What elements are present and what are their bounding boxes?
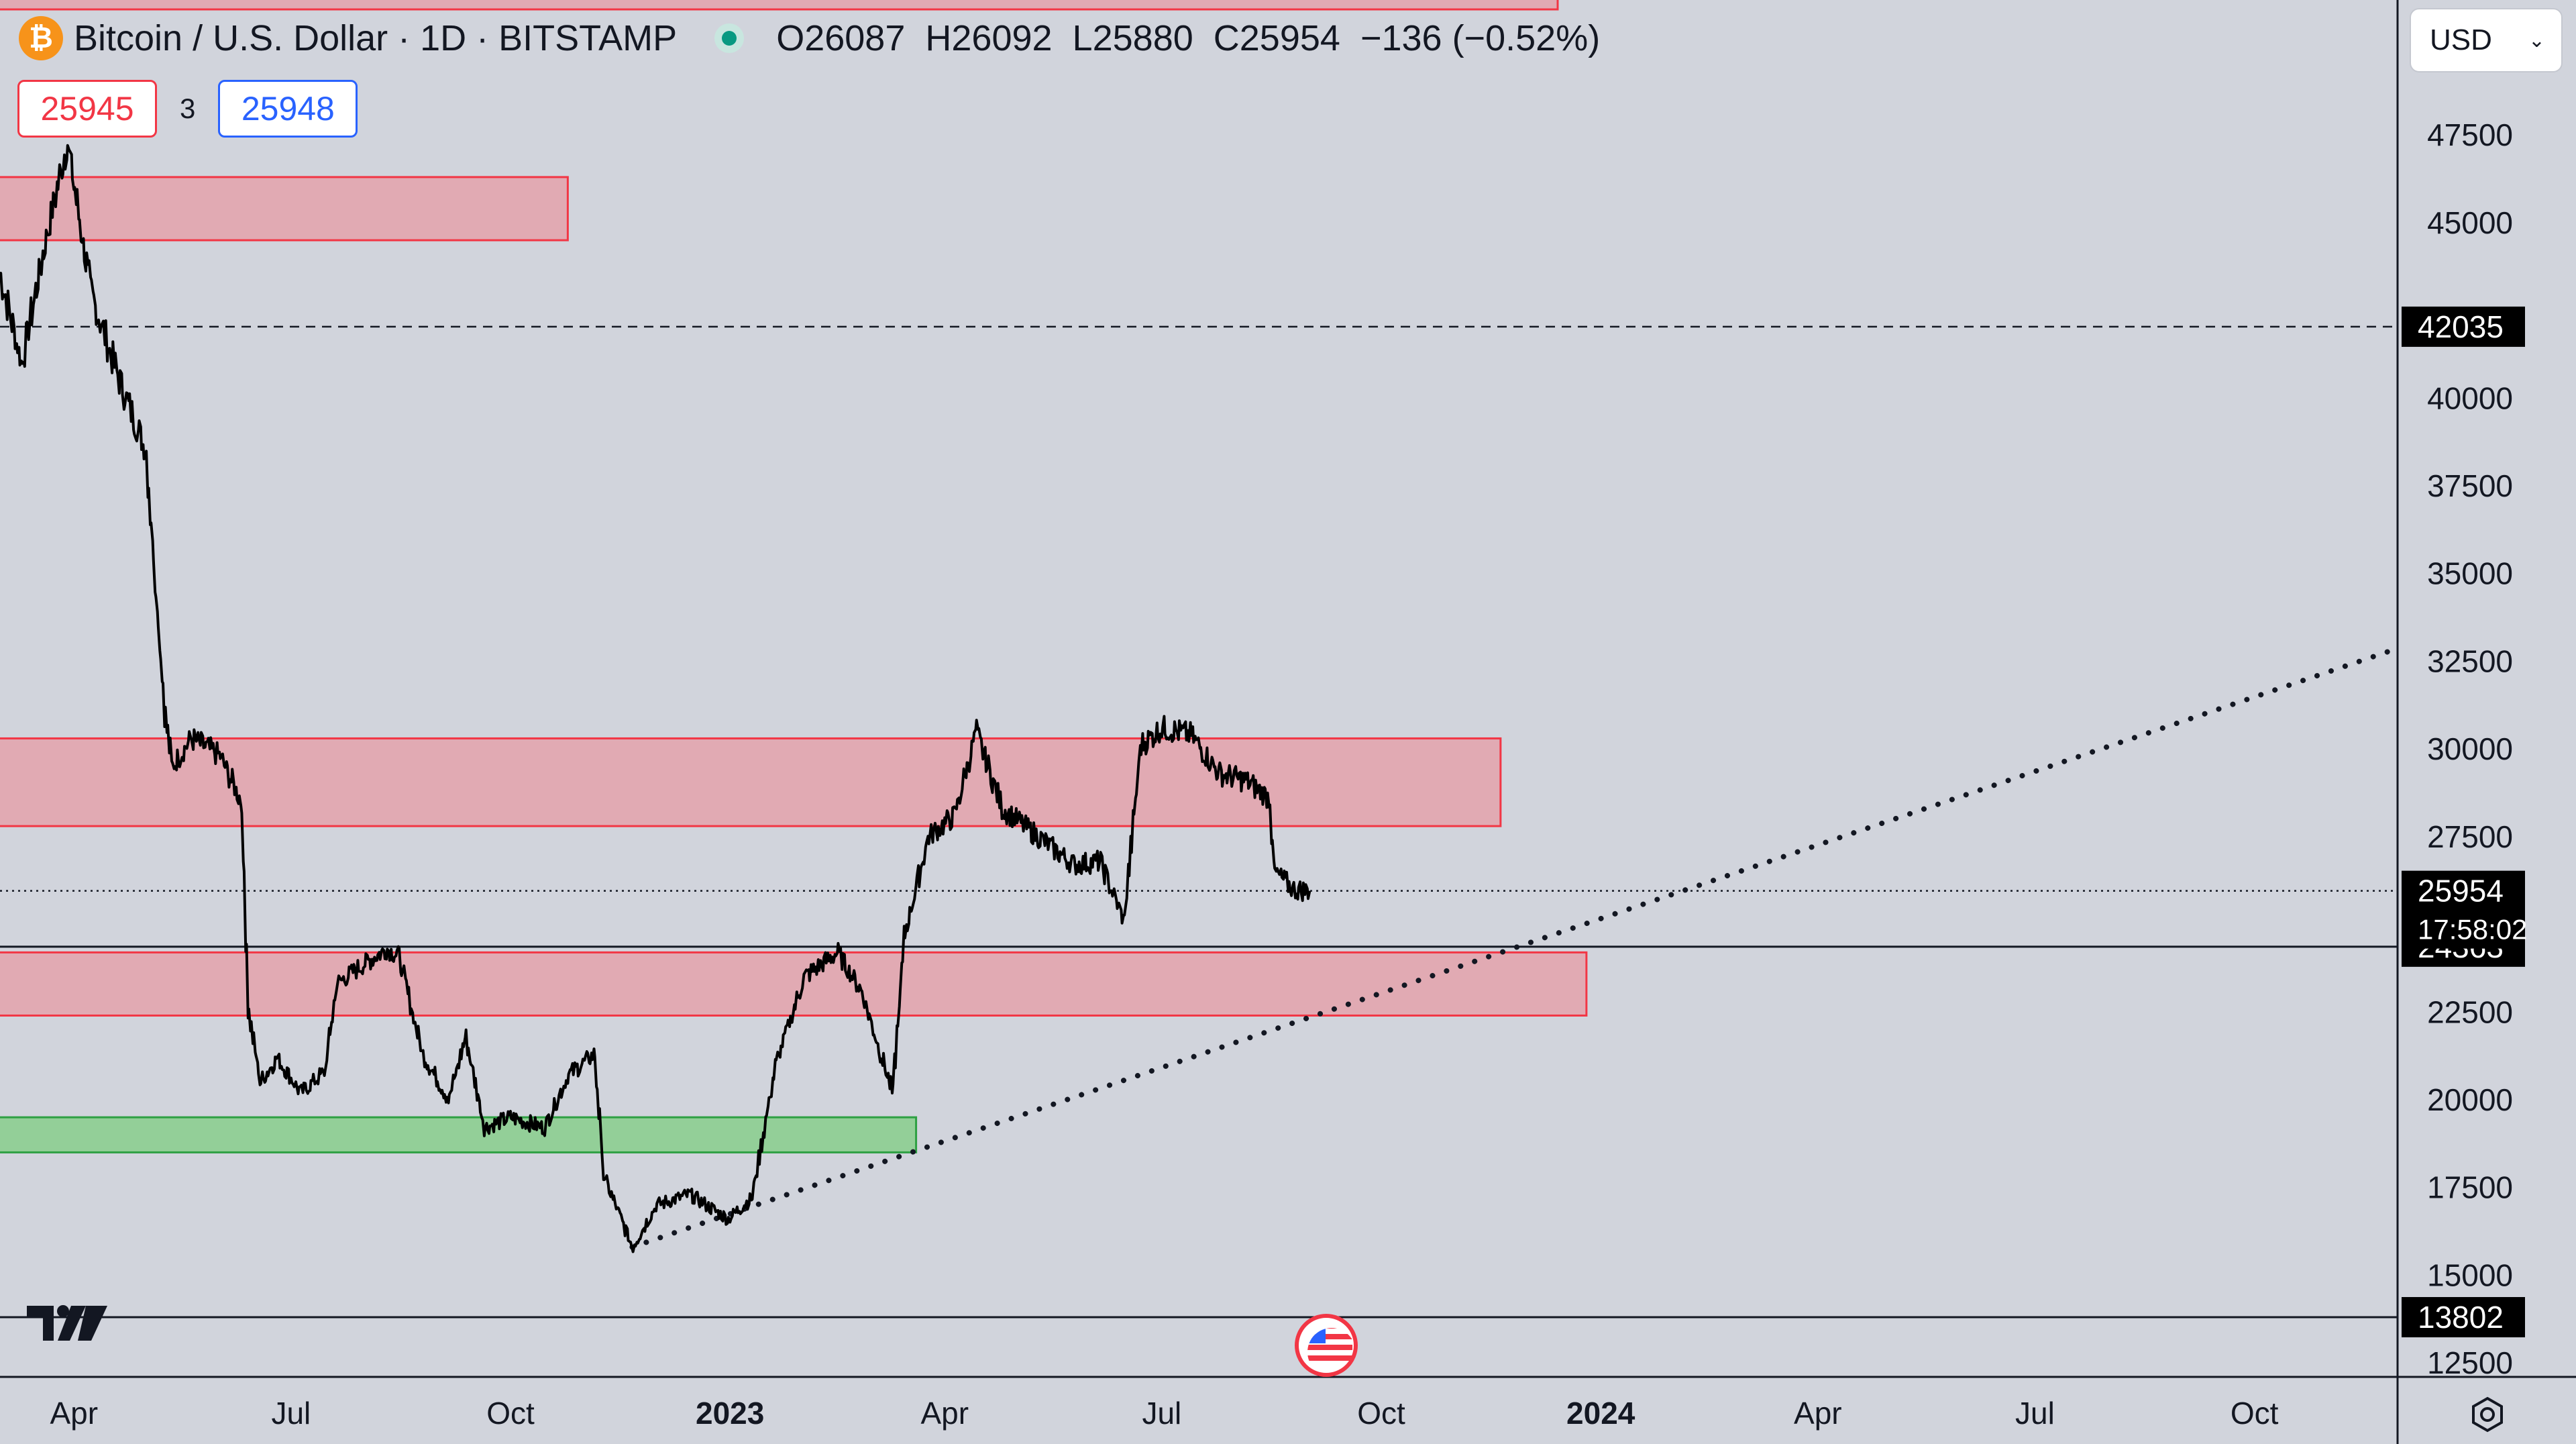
- time-tick-jul: Jul: [2015, 1396, 2055, 1431]
- low-value: 25880: [1092, 18, 1193, 58]
- open-label: O: [776, 18, 805, 58]
- symbol-header[interactable]: ₿ Bitcoin / U.S. Dollar · 1D · BITSTAMP …: [19, 15, 1600, 62]
- countdown-label: 17:58:02: [2418, 914, 2528, 945]
- close-label: C: [1213, 18, 1240, 58]
- close-value: 25954: [1239, 18, 1340, 58]
- market-status-icon: [714, 23, 745, 53]
- price-tick-35000: 35000: [2427, 556, 2513, 591]
- resistance-zone-0: [0, 176, 569, 242]
- price-tick-22500: 22500: [2427, 994, 2513, 1029]
- sell-button[interactable]: 25945: [17, 80, 157, 138]
- price-series-layer: [0, 144, 1311, 1253]
- support-zone-3: [0, 1116, 918, 1153]
- time-tick-2024: 2024: [1566, 1396, 1635, 1431]
- price-tick-20000: 20000: [2427, 1082, 2513, 1117]
- time-tick-apr: Apr: [920, 1396, 969, 1431]
- price-label-42035: 42035: [2418, 309, 2504, 344]
- time-tick-apr: Apr: [50, 1396, 98, 1431]
- buy-button[interactable]: 25948: [218, 80, 358, 138]
- price-tick-47500: 47500: [2427, 117, 2513, 152]
- bitcoin-icon: ₿: [19, 16, 63, 60]
- time-axis[interactable]: Apr Jul Oct 2023 Apr Jul Oct 2024 Apr Jul Oct: [50, 1396, 2278, 1431]
- time-tick-jul: Jul: [271, 1396, 311, 1431]
- high-label: H: [925, 18, 952, 58]
- price-label-25954: 25954: [2418, 874, 2504, 909]
- currency-select[interactable]: USD ⌄: [2410, 8, 2563, 72]
- ohlc-values: O 26087 H 26092 L 25880 C 25954 −136 (−0.52%…: [776, 17, 1600, 59]
- price-tick-17500: 17500: [2427, 1170, 2513, 1205]
- currency-value: USD: [2430, 23, 2492, 56]
- price-tick-30000: 30000: [2427, 731, 2513, 766]
- time-tick-jul: Jul: [1142, 1396, 1181, 1431]
- tradingview-logo[interactable]: [24, 1299, 110, 1347]
- resistance-zone-top: [0, 0, 1559, 11]
- time-tick-oct: Oct: [2231, 1396, 2279, 1431]
- price-tick-15000: 15000: [2427, 1257, 2513, 1292]
- us-flag-icon[interactable]: [1295, 1314, 1358, 1377]
- open-value: 26087: [804, 18, 906, 58]
- price-label-13802: 13802: [2418, 1300, 2504, 1335]
- gear-icon[interactable]: [2467, 1394, 2508, 1435]
- change-value: −136 (−0.52%): [1360, 18, 1601, 58]
- low-label: L: [1072, 18, 1093, 58]
- trade-panel: 25945 3 25948: [17, 78, 358, 140]
- price-tick-27500: 27500: [2427, 819, 2513, 854]
- price-labels-layer: 4203524363138022595417:58:02: [2402, 306, 2528, 1338]
- price-tick-45000: 45000: [2427, 205, 2513, 240]
- symbol-title[interactable]: Bitcoin / U.S. Dollar · 1D · BITSTAMP: [74, 18, 678, 58]
- price-tick-12500: 12500: [2427, 1345, 2513, 1380]
- price-tick-37500: 37500: [2427, 468, 2513, 503]
- price-tick-40000: 40000: [2427, 380, 2513, 415]
- price-label-bg-13802: [2402, 1297, 2525, 1338]
- price-series-line: [0, 144, 1311, 1253]
- time-tick-oct: Oct: [486, 1396, 535, 1431]
- price-tick-32500: 32500: [2427, 643, 2513, 678]
- spread-value: 3: [180, 93, 196, 124]
- time-tick-apr: Apr: [1794, 1396, 1842, 1431]
- high-value: 26092: [951, 18, 1053, 58]
- chevron-down-icon: ⌄: [2528, 29, 2545, 52]
- zones-layer: [0, 0, 1588, 1153]
- time-tick-2023: 2023: [696, 1396, 764, 1431]
- price-label-bg-25954: [2402, 870, 2525, 949]
- trendline: [629, 648, 2394, 1250]
- resistance-zone-1: [0, 737, 1502, 827]
- trendline-layer: [629, 648, 2394, 1250]
- price-label-bg-42035: [2402, 306, 2525, 347]
- time-tick-oct: Oct: [1357, 1396, 1405, 1431]
